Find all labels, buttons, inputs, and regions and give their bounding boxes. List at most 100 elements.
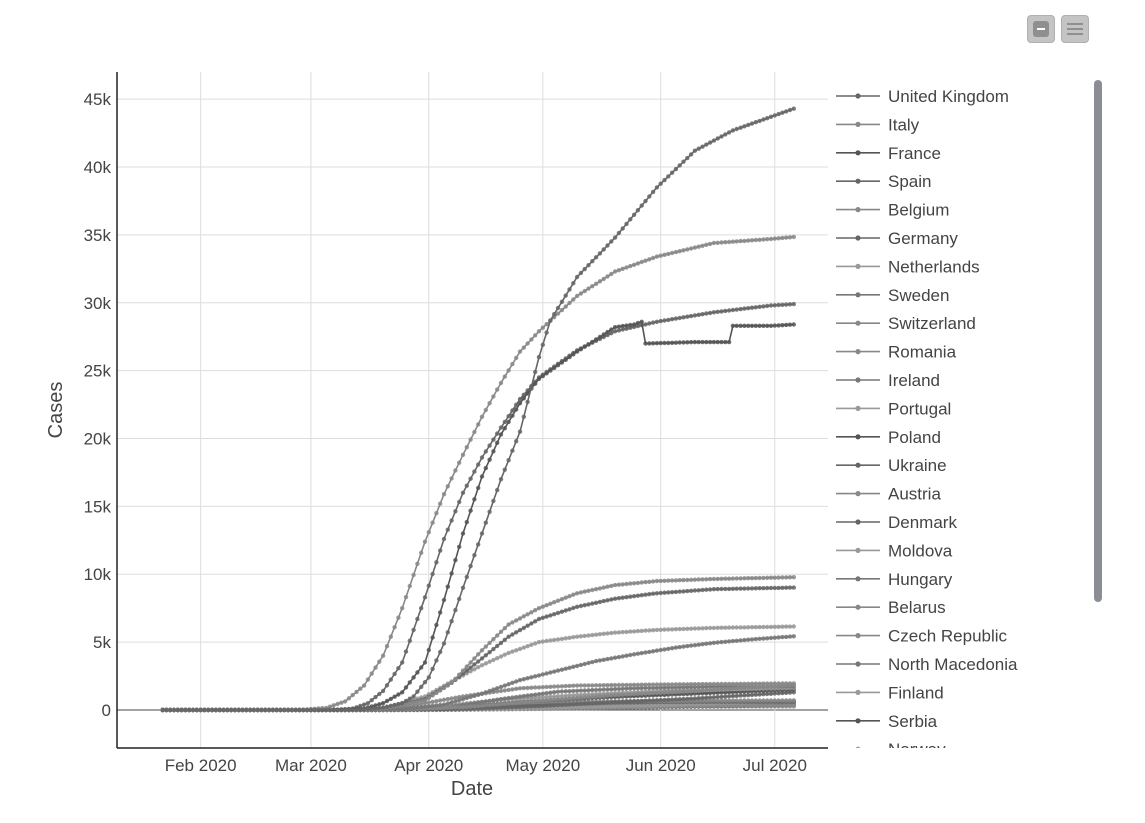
data-point	[525, 612, 530, 617]
data-point	[540, 325, 545, 330]
legend-scrollbar[interactable]	[1094, 80, 1102, 602]
data-point	[586, 286, 591, 291]
data-point	[578, 683, 584, 688]
legend-item[interactable]: Italy	[836, 115, 920, 134]
legend-item[interactable]: Austria	[836, 485, 941, 504]
data-point	[590, 704, 595, 710]
legend-item[interactable]: North Macedonia	[836, 655, 1018, 674]
data-point	[666, 682, 671, 687]
legend-marker	[855, 689, 861, 696]
data-point	[688, 577, 694, 582]
data-point	[791, 634, 796, 639]
data-point	[624, 703, 629, 709]
data-point	[643, 592, 648, 597]
legend-item[interactable]: Sweden	[836, 286, 949, 305]
data-point	[761, 684, 766, 689]
data-point	[430, 699, 435, 704]
legend-item[interactable]: Finland	[836, 683, 944, 702]
data-point	[380, 701, 386, 706]
data-point	[605, 598, 610, 603]
data-point	[647, 257, 652, 262]
legend-item[interactable]: Ukraine	[836, 456, 947, 475]
data-point	[624, 323, 629, 328]
legend-item[interactable]: Netherlands	[836, 257, 980, 276]
data-point	[650, 579, 656, 584]
data-point	[673, 578, 679, 583]
legend-item[interactable]: Romania	[836, 343, 957, 362]
data-point	[365, 677, 371, 682]
data-point	[711, 640, 717, 645]
data-point	[574, 695, 580, 701]
data-point	[457, 596, 462, 602]
data-point	[765, 681, 770, 686]
legend-item[interactable]: Portugal	[836, 399, 951, 418]
legend-item[interactable]: Moldova	[836, 541, 953, 560]
data-point	[662, 578, 667, 583]
legend-item[interactable]: Norway	[836, 740, 946, 759]
data-point	[506, 419, 511, 425]
data-point	[525, 623, 530, 628]
data-point	[536, 673, 542, 678]
data-point	[419, 606, 424, 611]
data-point	[605, 700, 610, 705]
legend-item[interactable]: Serbia	[836, 712, 938, 731]
data-point	[263, 707, 268, 713]
legend-item[interactable]: Denmark	[836, 513, 957, 532]
legend-item[interactable]: Belgium	[836, 201, 949, 220]
data-point	[445, 630, 450, 635]
data-point	[392, 702, 397, 708]
legend-item[interactable]: Switzerland	[836, 314, 976, 333]
data-point	[738, 238, 743, 244]
data-point	[635, 261, 641, 266]
data-point	[685, 577, 690, 583]
data-point	[517, 627, 523, 633]
data-point	[476, 422, 481, 427]
data-point	[669, 317, 675, 322]
data-point	[449, 571, 454, 576]
data-point	[540, 703, 545, 709]
menu-button[interactable]	[1061, 15, 1089, 43]
legend-item[interactable]: Poland	[836, 428, 941, 447]
data-point	[715, 694, 720, 700]
legend-item[interactable]: Germany	[836, 229, 958, 248]
data-point	[639, 259, 644, 265]
zoom-out-button[interactable]	[1027, 15, 1055, 43]
data-point	[574, 604, 580, 609]
legend[interactable]: United Kingdom Italy France Spain Belgium Ger…	[836, 87, 1018, 759]
data-point	[495, 705, 500, 710]
data-point	[426, 700, 431, 705]
data-point	[476, 652, 481, 657]
data-point	[571, 605, 576, 611]
data-point	[335, 707, 340, 713]
data-point	[711, 687, 717, 692]
data-point	[609, 656, 614, 661]
data-point	[719, 625, 724, 630]
data-point	[772, 698, 777, 703]
data-point	[647, 698, 652, 703]
data-point	[704, 695, 709, 700]
legend-item[interactable]: Belarus	[836, 598, 946, 617]
legend-item[interactable]: Ireland	[836, 371, 940, 390]
data-point	[460, 490, 466, 495]
series-united-kingdom	[160, 106, 796, 713]
data-point	[787, 698, 793, 703]
data-point	[586, 660, 591, 666]
data-point	[654, 690, 660, 696]
data-point	[605, 683, 610, 688]
data-point	[388, 634, 393, 639]
legend-item[interactable]: France	[836, 144, 941, 163]
legend-item[interactable]: Hungary	[836, 570, 953, 589]
legend-item[interactable]: United Kingdom	[836, 87, 1009, 106]
data-point	[612, 704, 618, 709]
data-point	[586, 633, 591, 638]
data-point	[441, 641, 447, 646]
data-point	[681, 644, 686, 649]
data-point	[738, 681, 743, 686]
data-point	[635, 208, 641, 213]
legend-item[interactable]: Czech Republic	[836, 627, 1008, 646]
data-point	[673, 645, 679, 650]
data-point	[635, 703, 641, 708]
data-point	[612, 269, 618, 274]
data-point	[464, 668, 469, 673]
legend-item[interactable]: Spain	[836, 172, 931, 191]
